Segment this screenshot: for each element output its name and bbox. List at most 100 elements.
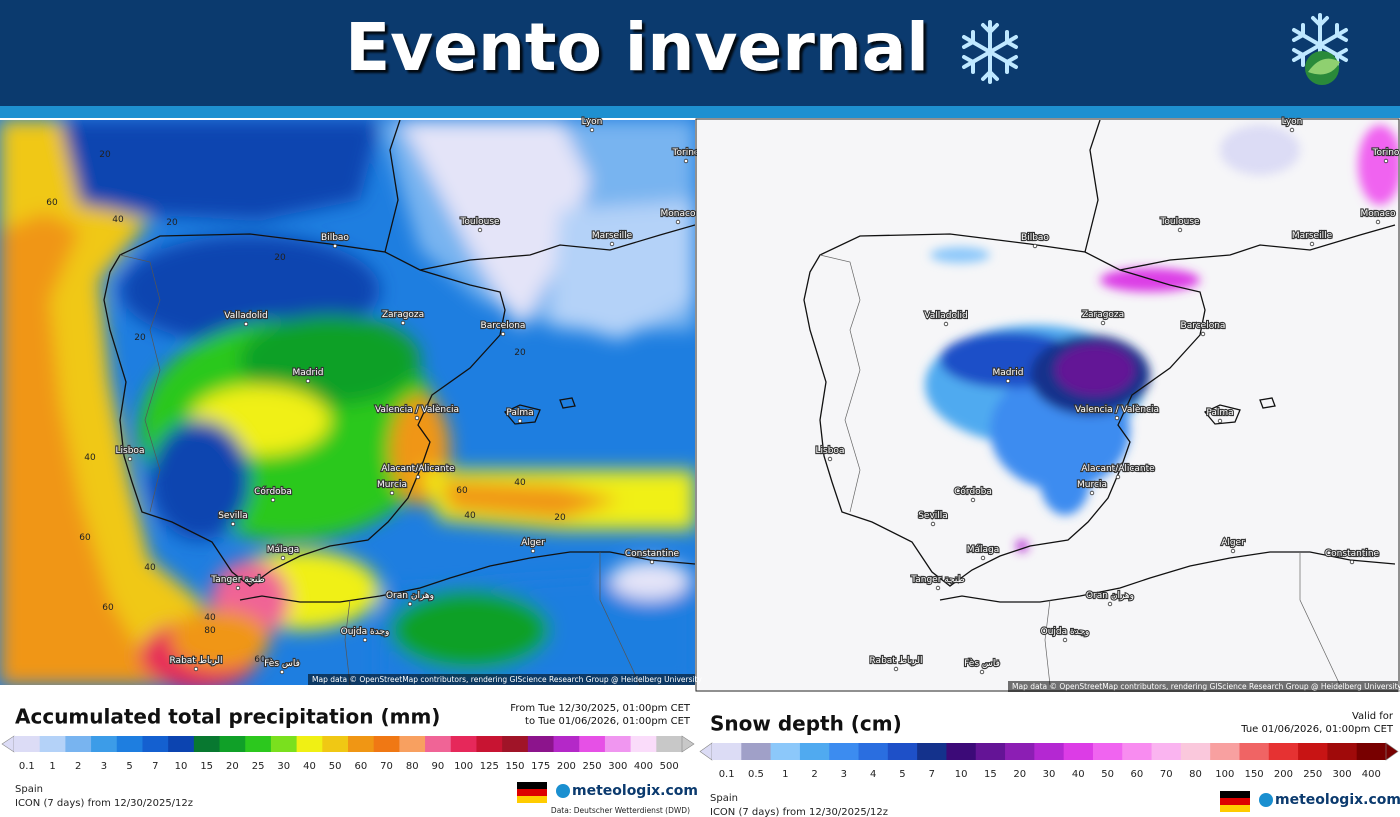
legend-time: to Tue 01/06/2026, 01:00pm CET [525, 716, 691, 727]
scale-swatch [193, 736, 221, 752]
city-dot [362, 637, 368, 643]
scale-swatch [373, 736, 400, 752]
scale-swatch [975, 743, 1006, 760]
scale-swatch [946, 743, 977, 760]
scale-swatch [1122, 743, 1153, 760]
scale-label: 30 [277, 761, 290, 772]
scale-swatch [1356, 743, 1387, 760]
city-dot [1289, 127, 1295, 133]
scale-swatch [91, 736, 118, 752]
brand: meteologix.com [572, 783, 698, 799]
region: Spain [710, 793, 738, 804]
city-label: Constantine [1325, 549, 1380, 559]
scale-label: 250 [1303, 769, 1322, 780]
city-label: Madrid [993, 368, 1024, 378]
scale-label: 40 [303, 761, 316, 772]
scale-label: 500 [660, 761, 679, 772]
scale-label: 7 [152, 761, 158, 772]
scale-label: 400 [634, 761, 653, 772]
scale-swatch [245, 736, 272, 752]
city-label: Oran وهران [1086, 591, 1134, 601]
scale-label: 7 [929, 769, 935, 780]
city-dot [230, 521, 236, 527]
brand-icon [1259, 793, 1273, 807]
city-dot [827, 456, 833, 462]
scale-swatch [296, 736, 323, 752]
contour-label: 40 [144, 563, 156, 573]
city-label: Fès فاس [264, 658, 300, 669]
city-label: Valladolid [224, 311, 267, 321]
scale-label: 15 [200, 761, 213, 772]
scale-swatch [502, 736, 529, 752]
scale-label: 5 [899, 769, 905, 780]
contour-label: 80 [204, 626, 216, 636]
city-dot [649, 559, 655, 565]
city-dot [1230, 548, 1236, 554]
contour-label: 60 [46, 198, 58, 208]
city-dot [1375, 219, 1381, 225]
city-label: Torino [1372, 148, 1400, 158]
city-dot [683, 158, 689, 164]
city-label: Zaragoza [1082, 310, 1124, 320]
model-run: ICON (7 days) from 12/30/2025/12z [15, 798, 193, 809]
contour-label: 40 [112, 215, 124, 225]
scale-label: 100 [454, 761, 473, 772]
scale-label: 100 [1215, 769, 1234, 780]
scale-label: 20 [1013, 769, 1026, 780]
city-dot [970, 497, 976, 503]
scale-arrow [681, 735, 695, 753]
scale-label: 80 [1189, 769, 1202, 780]
city-dot [415, 474, 421, 480]
city-dot [407, 601, 413, 607]
scale-label: 25 [252, 761, 265, 772]
legend-time: From Tue 12/30/2025, 01:00pm CET [510, 703, 691, 714]
scale-swatch [14, 736, 41, 752]
scale-label: 50 [329, 761, 342, 772]
credit-bg [1008, 681, 1398, 692]
scale-label: 40 [1072, 769, 1085, 780]
scale-swatch [829, 743, 860, 760]
scale-swatch [887, 743, 918, 760]
scale-label: 2 [75, 761, 81, 772]
city-label: Córdoba [954, 486, 992, 497]
city-dot [243, 321, 249, 327]
scale-label: 20 [226, 761, 239, 772]
contour-label: 60 [79, 533, 91, 543]
contour-label: 20 [99, 150, 111, 160]
scale-swatch [1063, 743, 1094, 760]
city-label: Palma [1206, 408, 1233, 418]
scale-swatch [917, 743, 947, 760]
city-label: Torino [672, 148, 700, 158]
scale-label: 3 [101, 761, 107, 772]
city-label: Valladolid [924, 311, 967, 321]
scale-swatch [770, 743, 801, 760]
scale-swatch [579, 736, 606, 752]
city-label: Oran وهران [386, 591, 434, 601]
contour-label: 20 [166, 218, 178, 228]
contour-label: 60 [254, 655, 266, 665]
city-label: Monaco [661, 209, 696, 219]
city-label: Marseille [592, 231, 633, 241]
header-stripe [0, 106, 1400, 118]
scale-swatch [527, 736, 555, 752]
city-dot [1005, 378, 1011, 384]
contour-label: 60 [102, 603, 114, 613]
city-dot [279, 669, 285, 675]
scale-label: 10 [175, 761, 188, 772]
scale-label: 0.5 [748, 769, 764, 780]
city-dot [1217, 418, 1223, 424]
scale-label: 50 [1101, 769, 1114, 780]
city-label: Rabat الرباط [870, 656, 923, 666]
city-dot [943, 321, 949, 327]
scale-label: 300 [1332, 769, 1351, 780]
city-dot [389, 490, 395, 496]
scale-swatch [168, 736, 195, 752]
scale-swatch [399, 736, 426, 752]
city-label: Barcelona [1181, 321, 1226, 331]
city-dot [332, 243, 338, 249]
city-label: Bilbao [1021, 233, 1049, 243]
city-dot [675, 219, 681, 225]
city-dot [500, 331, 506, 337]
data-source: Data: Deutscher Wetterdienst (DWD) [551, 806, 690, 815]
city-label: Alger [1221, 538, 1245, 548]
